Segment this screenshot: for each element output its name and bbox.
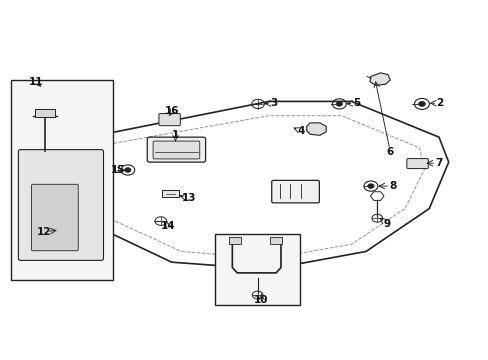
FancyBboxPatch shape [159,113,180,126]
Text: 9: 9 [383,219,390,229]
FancyBboxPatch shape [271,180,319,203]
Text: 7: 7 [434,158,442,168]
Text: 5: 5 [352,98,359,108]
Text: 2: 2 [435,98,443,108]
Text: 3: 3 [269,98,277,108]
Text: 1: 1 [171,130,179,140]
Text: 6: 6 [386,147,393,157]
Text: 16: 16 [165,106,180,116]
Bar [270,237,282,244]
Text: 8: 8 [388,181,396,191]
Bar [35,109,55,117]
Polygon shape [306,123,325,135]
Text: 13: 13 [181,193,195,203]
Polygon shape [369,73,389,85]
Bar [162,190,179,197]
Text: 11: 11 [29,77,43,87]
Text: 4: 4 [297,126,304,136]
FancyBboxPatch shape [406,158,427,168]
Circle shape [418,102,425,107]
Circle shape [124,168,131,172]
FancyBboxPatch shape [153,141,200,159]
FancyBboxPatch shape [11,80,113,280]
Text: 12: 12 [37,227,51,237]
Circle shape [367,184,373,188]
Text: 10: 10 [254,296,268,305]
Text: 15: 15 [111,165,125,175]
Circle shape [335,102,342,106]
FancyBboxPatch shape [31,184,78,251]
FancyBboxPatch shape [215,234,300,305]
FancyBboxPatch shape [19,150,103,260]
FancyBboxPatch shape [147,137,205,162]
Text: 14: 14 [161,221,175,231]
Bar [228,237,240,244]
